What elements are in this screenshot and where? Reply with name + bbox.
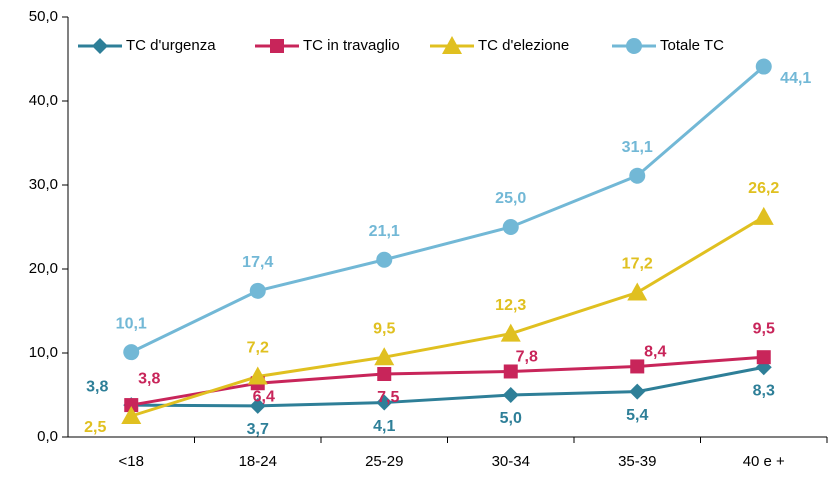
marker: [626, 38, 642, 54]
marker: [502, 219, 519, 235]
legend-label: TC in travaglio: [303, 37, 400, 54]
data-label: 2,5: [84, 419, 106, 436]
marker: [92, 38, 108, 54]
data-label: 3,8: [86, 378, 108, 395]
marker: [121, 406, 142, 424]
marker: [376, 394, 393, 411]
data-label: 4,1: [373, 418, 395, 435]
data-label: 8,3: [753, 382, 775, 399]
data-label: 5,4: [626, 407, 648, 424]
y-tick-label: 30,0: [29, 176, 58, 193]
marker: [124, 398, 139, 413]
series-line: [131, 365, 765, 408]
marker: [503, 364, 518, 379]
marker: [756, 350, 771, 365]
y-tick-label: 50,0: [29, 8, 58, 25]
data-label: 9,5: [373, 320, 395, 337]
x-tick-label: <18: [119, 453, 144, 470]
marker: [377, 367, 392, 381]
data-label: 7,5: [377, 389, 399, 406]
legend-label: TC d'elezione: [478, 37, 569, 54]
marker: [753, 206, 774, 225]
marker: [376, 251, 393, 268]
data-label: 25,0: [495, 190, 526, 207]
data-label: 3,8: [138, 370, 160, 387]
data-label: 3,7: [247, 421, 269, 438]
legend-label: TC d'urgenza: [126, 37, 216, 54]
y-tick-label: 20,0: [29, 260, 58, 277]
marker: [270, 39, 284, 53]
x-tick-label: 30-34: [492, 453, 530, 470]
marker: [249, 397, 266, 414]
x-tick-label: 35-39: [618, 453, 656, 470]
y-tick-label: 10,0: [29, 344, 58, 361]
data-label: 9,5: [753, 320, 775, 337]
marker: [629, 167, 646, 184]
data-label: 44,1: [780, 70, 811, 87]
marker: [123, 344, 140, 361]
legend-label: Totale TC: [660, 37, 724, 54]
data-label: 12,3: [495, 297, 526, 314]
marker: [629, 383, 646, 400]
x-tick-label: 18-24: [239, 453, 277, 470]
marker: [374, 347, 395, 366]
data-label: 31,1: [622, 139, 653, 156]
marker: [630, 359, 645, 374]
data-label: 8,4: [644, 344, 666, 361]
series-line: [130, 355, 764, 407]
x-tick-label: 25-29: [365, 453, 403, 470]
marker: [502, 387, 519, 403]
data-label: 26,2: [748, 180, 779, 197]
data-label: 21,1: [369, 223, 400, 240]
data-label: 10,1: [116, 315, 147, 332]
marker: [442, 36, 462, 54]
data-label: 17,2: [622, 256, 653, 273]
data-label: 5,0: [500, 410, 522, 427]
marker: [627, 282, 648, 301]
marker: [755, 58, 772, 75]
data-label: 7,8: [516, 349, 538, 366]
data-label: 6,4: [253, 388, 275, 405]
y-tick-label: 40,0: [29, 92, 58, 109]
marker: [249, 282, 266, 299]
marker: [247, 366, 268, 385]
series-line: [130, 65, 765, 354]
series-line: [130, 215, 765, 418]
data-label: 17,4: [242, 254, 273, 271]
y-tick-label: 0,0: [37, 428, 58, 445]
data-label: 7,2: [247, 340, 269, 357]
x-tick-label: 40 e +: [743, 453, 785, 470]
marker: [500, 323, 521, 342]
